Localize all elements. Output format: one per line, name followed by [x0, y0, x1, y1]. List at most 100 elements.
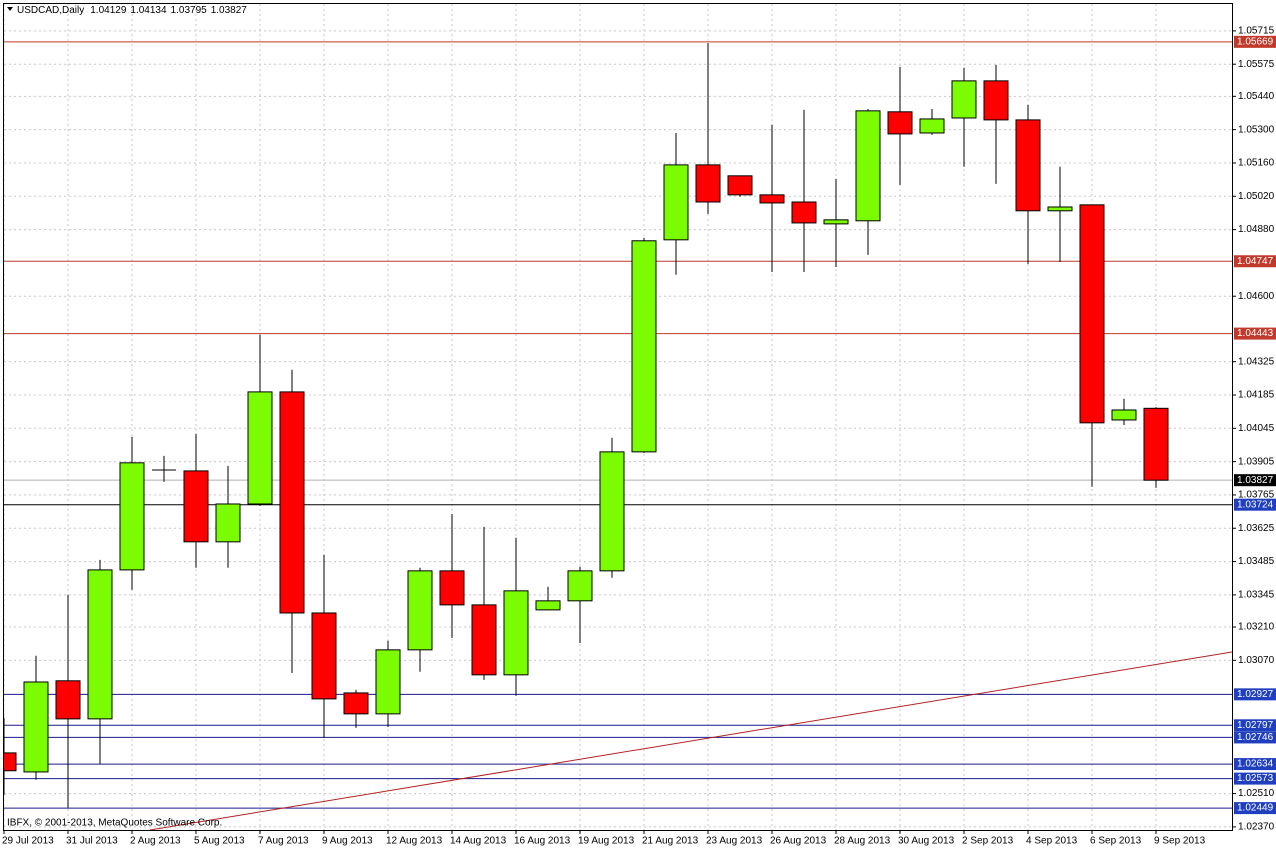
trend-line	[149, 651, 1233, 831]
candle-body	[311, 612, 337, 700]
x-tick-label: 9 Sep 2013	[1154, 836, 1206, 847]
candle-body	[791, 201, 817, 224]
y-tick-label: 1.05020	[1238, 191, 1275, 202]
chart-header: USDCAD,Daily 1.04129 1.04134 1.03795 1.03827	[17, 5, 247, 16]
y-tick-label: 1.04600	[1238, 291, 1275, 302]
x-tick-label: 19 Aug 2013	[578, 836, 635, 847]
candle-body	[215, 503, 241, 543]
level-label: 1.02573	[1237, 773, 1274, 784]
candle-body	[759, 194, 785, 204]
candle-body	[55, 680, 81, 720]
x-tick-label: 2 Aug 2013	[130, 836, 181, 847]
y-tick-label: 1.03070	[1238, 655, 1275, 666]
x-tick-label: 2 Sep 2013	[962, 836, 1014, 847]
candle-body	[1111, 409, 1137, 421]
candle-body	[407, 570, 433, 651]
candle-body	[567, 570, 593, 602]
chart-title: USDCAD,Daily	[17, 5, 84, 16]
x-tick-label: 6 Sep 2013	[1090, 836, 1142, 847]
candle-body	[119, 462, 145, 571]
y-tick-label: 1.02370	[1238, 822, 1275, 833]
x-tick-label: 23 Aug 2013	[706, 836, 763, 847]
x-tick-label: 29 Jul 2013	[2, 836, 54, 847]
level-label: 1.02449	[1237, 803, 1274, 814]
y-tick-label: 1.05440	[1238, 91, 1275, 102]
level-label-box	[1234, 802, 1276, 815]
candle-body	[183, 470, 209, 543]
candle-body	[1015, 119, 1041, 212]
level-label: 1.02797	[1237, 720, 1274, 731]
level-label: 1.03724	[1237, 499, 1274, 510]
candle-body	[1047, 206, 1073, 212]
candle-body	[599, 451, 625, 572]
candle-body	[503, 590, 529, 676]
x-tick-label: 12 Aug 2013	[386, 836, 443, 847]
x-tick-label: 4 Sep 2013	[1026, 836, 1078, 847]
candle-body	[247, 391, 273, 505]
candle-body	[887, 111, 913, 135]
header-close: 1.03827	[211, 5, 248, 16]
menu-triangle	[7, 7, 13, 11]
level-label-box	[1234, 731, 1276, 744]
level-label: 1.02634	[1237, 759, 1274, 770]
candle-body	[23, 681, 49, 773]
x-tick-label: 14 Aug 2013	[450, 836, 507, 847]
candle-body	[87, 569, 113, 720]
level-label-box	[1234, 772, 1276, 785]
candle-body	[951, 80, 977, 119]
candle-body	[375, 649, 401, 715]
candle-body	[471, 604, 497, 676]
price-label: 1.03827	[1237, 475, 1274, 486]
plot-border	[3, 3, 1233, 831]
candle-body	[1143, 407, 1169, 481]
y-tick-label: 1.04045	[1238, 423, 1275, 434]
level-label: 1.04443	[1237, 328, 1274, 339]
y-tick-label: 1.03625	[1238, 523, 1275, 534]
level-label-box	[1234, 758, 1276, 771]
level-label: 1.04747	[1237, 256, 1274, 267]
candle-body	[695, 164, 721, 203]
candle-body	[343, 692, 369, 715]
level-label: 1.02746	[1237, 732, 1274, 743]
level-label: 1.05669	[1237, 36, 1274, 47]
axis: 1.05715 1.05575 1.05440 1.05300 1.05160 1.050…	[2, 26, 1276, 847]
candle-body	[855, 110, 881, 222]
x-tick-label: 28 Aug 2013	[834, 836, 891, 847]
x-tick-label: 30 Aug 2013	[898, 836, 955, 847]
candle-body	[279, 391, 305, 614]
y-tick-label: 1.05575	[1238, 59, 1275, 70]
candle-body	[823, 219, 849, 225]
y-tick-label: 1.02510	[1238, 788, 1275, 799]
candle-body	[439, 570, 465, 606]
candle-body	[983, 80, 1009, 121]
y-tick-label: 1.05300	[1238, 124, 1275, 135]
candle-body	[919, 118, 945, 134]
x-tick-label: 31 Jul 2013	[66, 836, 118, 847]
x-tick-label: 21 Aug 2013	[642, 836, 699, 847]
candle-body	[663, 164, 689, 241]
y-tick-label: 1.03485	[1238, 556, 1275, 567]
candle-body	[631, 240, 657, 453]
x-tick-label: 9 Aug 2013	[322, 836, 373, 847]
level-label: 1.02927	[1237, 689, 1274, 700]
x-tick-label: 7 Aug 2013	[258, 836, 309, 847]
x-tick-label: 5 Aug 2013	[194, 836, 245, 847]
level-label-box	[1234, 255, 1276, 268]
x-tick-label: 26 Aug 2013	[770, 836, 827, 847]
level-label-box	[1234, 688, 1276, 701]
footnote: IBFX, © 2001-2013, MetaQuotes Software C…	[7, 818, 222, 829]
candle-body	[1079, 204, 1105, 424]
candle-body	[535, 600, 561, 611]
level-label-box	[1234, 498, 1276, 511]
header-open: 1.04129	[90, 5, 127, 16]
y-tick-label: 1.03345	[1238, 590, 1275, 601]
y-tick-label: 1.04185	[1238, 390, 1275, 401]
y-tick-label: 1.04325	[1238, 356, 1275, 367]
candle-body	[727, 175, 753, 196]
y-tick-label: 1.03905	[1238, 456, 1275, 467]
level-label-box	[1234, 35, 1276, 48]
header-low: 1.03795	[171, 5, 208, 16]
y-tick-label: 1.03765	[1238, 490, 1275, 501]
price-label-box	[1234, 474, 1276, 487]
